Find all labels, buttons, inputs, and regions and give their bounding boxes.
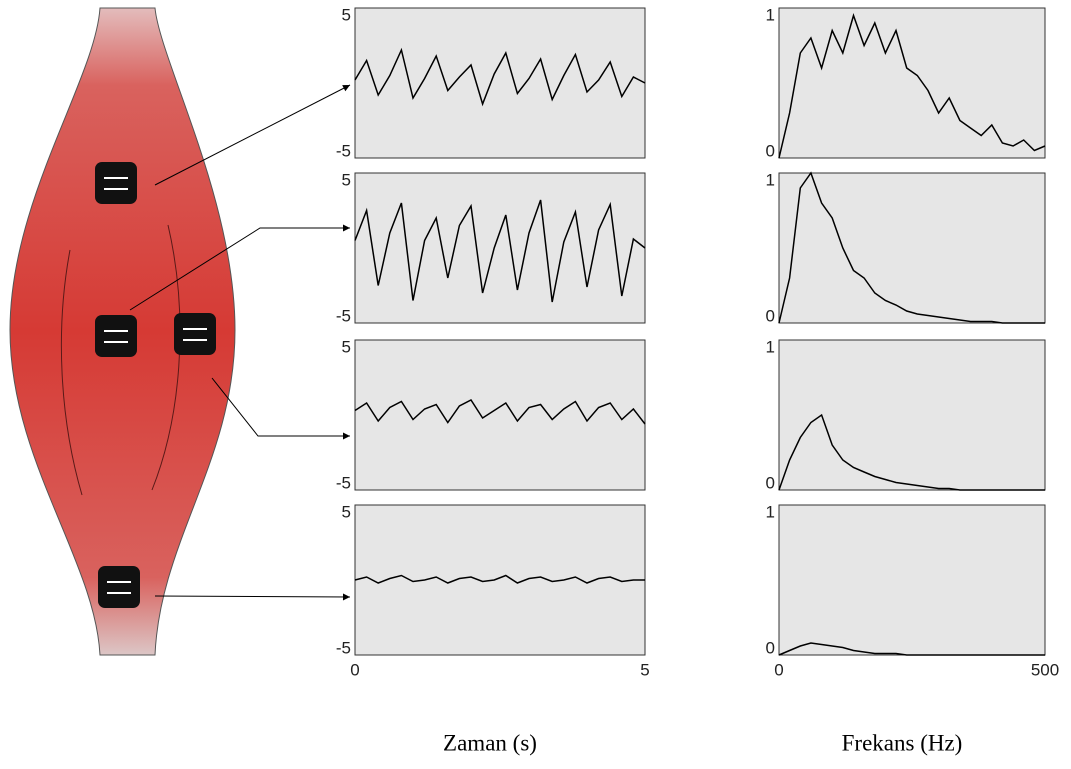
- x-tick-label: 0: [350, 660, 359, 679]
- plot-panel: [778, 7, 1046, 159]
- x-tick-label: 5: [640, 660, 649, 679]
- y-tick-label: -5: [336, 306, 351, 325]
- signal-line: [354, 47, 646, 107]
- y-tick-label: 1: [766, 502, 775, 521]
- y-tick-label: -5: [336, 638, 351, 657]
- y-tick-label: 0: [766, 638, 775, 657]
- y-tick-label: -5: [336, 141, 351, 160]
- plot-panel: [354, 172, 646, 324]
- y-tick-label: 5: [342, 502, 351, 521]
- plot-panel: [778, 339, 1046, 491]
- muscle-illustration: [9, 7, 351, 656]
- y-tick-label: 0: [766, 473, 775, 492]
- y-tick-label: 5: [342, 5, 351, 24]
- y-tick-label: 1: [766, 5, 775, 24]
- plot-panel: [778, 172, 1046, 324]
- signal-line: [778, 413, 1045, 491]
- x-tick-label: 500: [1031, 660, 1059, 679]
- y-tick-label: 1: [766, 337, 775, 356]
- signal-line: [778, 13, 1046, 159]
- y-tick-label: 0: [766, 306, 775, 325]
- x-axis-title: Frekans (Hz): [842, 730, 963, 755]
- plot-panel: [354, 7, 646, 159]
- signal-line: [778, 171, 1045, 324]
- signal-line: [354, 399, 646, 425]
- y-tick-label: 0: [766, 141, 775, 160]
- signal-line: [354, 199, 646, 303]
- plot-panel: [778, 504, 1046, 656]
- x-tick-label: 0: [774, 660, 783, 679]
- signal-line: [778, 642, 1045, 656]
- y-tick-label: 5: [342, 337, 351, 356]
- y-tick-label: 1: [766, 170, 775, 189]
- signal-line: [354, 574, 645, 584]
- plot-panel: [354, 339, 646, 491]
- x-axis-title: Zaman (s): [443, 730, 537, 755]
- y-tick-label: -5: [336, 473, 351, 492]
- y-tick-label: 5: [342, 170, 351, 189]
- plot-panel: [354, 504, 646, 656]
